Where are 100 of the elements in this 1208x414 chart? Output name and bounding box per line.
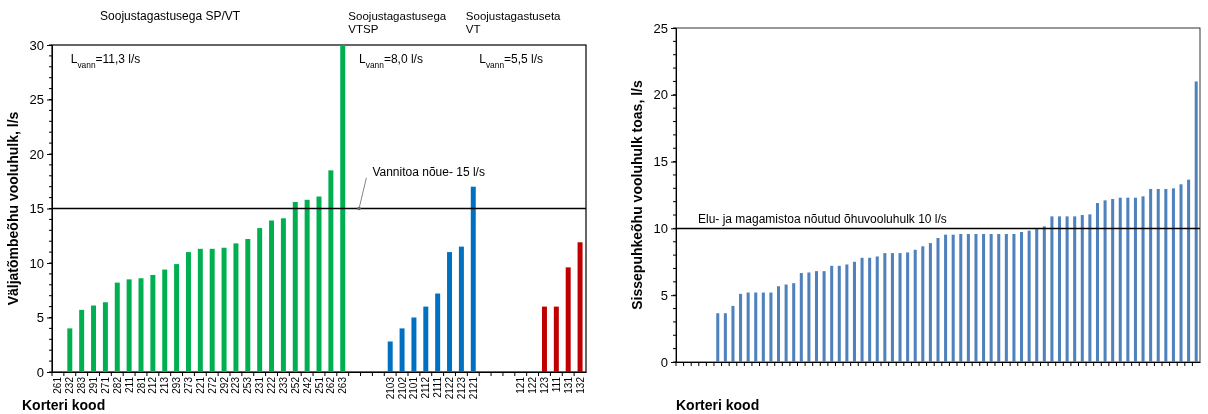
bar xyxy=(875,256,879,362)
x-tick-label: 2101 xyxy=(408,376,420,400)
bar xyxy=(340,45,346,372)
bar xyxy=(150,274,156,372)
bar xyxy=(1187,179,1191,362)
bar xyxy=(1126,197,1130,362)
bar xyxy=(1080,215,1084,362)
y-tick-label: 25 xyxy=(653,20,668,36)
x-tick-label: 221 xyxy=(194,376,206,394)
bar xyxy=(470,186,476,372)
x-tick-label: 111 xyxy=(550,376,562,393)
bar xyxy=(233,243,239,372)
bar xyxy=(868,257,872,362)
bar xyxy=(458,246,464,372)
bar xyxy=(257,228,263,372)
ref-line-label: Elu- ja magamistoa nõutud õhuvooluhulk 10 l/s xyxy=(698,212,947,227)
bar xyxy=(91,305,97,372)
bar xyxy=(553,306,559,372)
bar xyxy=(435,293,441,372)
text: Soojustagastusega VTSP xyxy=(348,10,447,36)
bar xyxy=(1164,188,1168,362)
x-tick-label: 2123 xyxy=(455,376,467,400)
bar xyxy=(565,267,571,372)
y-tick-label: 5 xyxy=(36,310,44,326)
bar xyxy=(898,253,902,362)
annotation: L$_{vann}$=8,0 l/s xyxy=(359,52,423,70)
bar xyxy=(731,305,735,362)
bar xyxy=(67,328,73,372)
bar xyxy=(799,273,803,362)
bar xyxy=(162,269,168,372)
x-tick-label: 2111 xyxy=(432,376,444,398)
x-tick-label: 281 xyxy=(135,376,147,394)
x-tick-label: 253 xyxy=(242,376,254,394)
bar xyxy=(1035,229,1039,362)
bar xyxy=(890,253,894,362)
bar xyxy=(102,302,108,372)
x-tick-label: 211 xyxy=(123,376,135,393)
bar xyxy=(541,306,547,372)
x-tick-label: 292 xyxy=(218,376,230,394)
bar xyxy=(1118,197,1122,362)
bar xyxy=(1004,234,1008,362)
bar xyxy=(185,252,191,372)
bar xyxy=(1171,188,1175,362)
y-tick-label: 10 xyxy=(29,255,44,271)
bar xyxy=(411,317,417,372)
bar xyxy=(1065,216,1069,362)
y-tick-label: 20 xyxy=(653,87,668,103)
bar xyxy=(447,252,453,372)
x-tick-label: 261 xyxy=(52,376,64,394)
bar xyxy=(1133,197,1137,362)
bar xyxy=(951,234,955,362)
y-axis-title: Väljatõmbeõhu vooluhulk, l/s xyxy=(5,111,21,306)
bar xyxy=(761,292,765,362)
bar xyxy=(304,199,310,372)
ref-line-label: Vannitoa nõue- 15 l/s xyxy=(372,164,485,179)
y-tick-label: 5 xyxy=(660,287,668,303)
x-tick-label: 252 xyxy=(289,376,301,394)
bar xyxy=(245,239,251,372)
bar xyxy=(807,272,811,362)
bar xyxy=(792,283,796,362)
x-tick-label: 232 xyxy=(64,376,76,394)
x-tick-label: 223 xyxy=(230,376,242,394)
x-tick-label: 293 xyxy=(171,376,183,394)
bar xyxy=(777,286,781,362)
bar xyxy=(209,248,215,372)
y-axis-title: Sissepuhkeõhu vooluhulk toas, l/s xyxy=(629,80,645,310)
bar xyxy=(1042,226,1046,362)
x-tick-label: 263 xyxy=(337,376,349,394)
annotation: L$_{vann}$=11,3 l/s xyxy=(70,52,141,70)
bar xyxy=(936,238,940,362)
x-tick-label: 242 xyxy=(301,376,313,394)
bar xyxy=(822,271,826,362)
bar xyxy=(860,257,864,362)
x-tick-label: 251 xyxy=(313,376,325,394)
bar xyxy=(769,292,773,362)
bar xyxy=(989,234,993,362)
bar xyxy=(79,309,85,372)
x-tick-label: 291 xyxy=(88,376,100,394)
x-tick-label: 131 xyxy=(562,376,574,394)
bar xyxy=(852,261,856,362)
x-tick-label: 121 xyxy=(515,376,527,394)
bar xyxy=(966,234,970,362)
bar xyxy=(784,284,788,362)
x-tick-label: 212 xyxy=(147,376,159,394)
bar xyxy=(723,313,727,362)
bar xyxy=(944,234,948,362)
x-tick-label: 231 xyxy=(254,376,266,394)
bar xyxy=(114,282,120,372)
annotation: L$_{vann}$=5,5 l/s xyxy=(479,52,544,70)
bar xyxy=(959,234,963,362)
bar xyxy=(1194,81,1198,362)
bar xyxy=(1111,199,1115,362)
text: Soojustagastuseta VT xyxy=(465,10,562,36)
x-tick-label: 262 xyxy=(325,376,337,394)
bar xyxy=(1073,216,1077,362)
x-tick-label: 272 xyxy=(206,376,218,394)
x-axis-title: Korteri kood xyxy=(676,397,760,413)
bar xyxy=(716,313,720,362)
bar xyxy=(974,234,978,362)
bar xyxy=(126,279,132,372)
